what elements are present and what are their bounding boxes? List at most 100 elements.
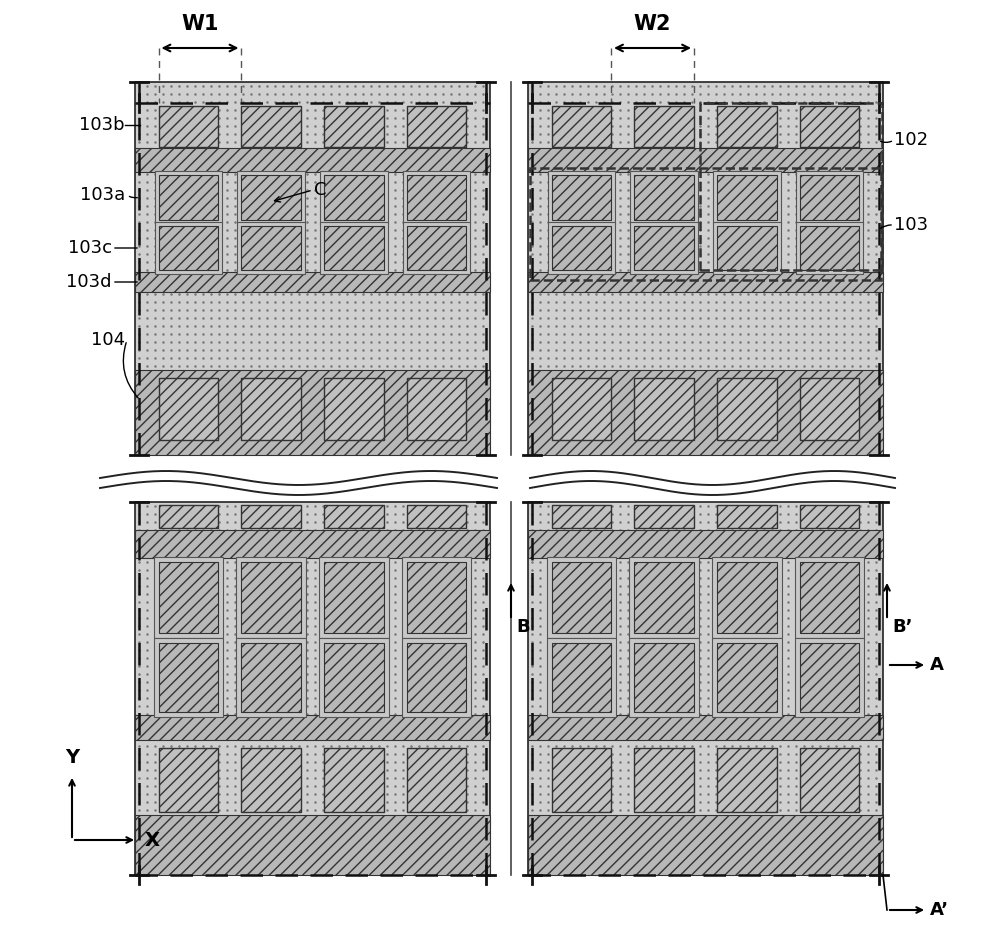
Bar bbox=[800, 226, 859, 270]
Bar bbox=[159, 505, 218, 528]
Text: Y: Y bbox=[65, 748, 79, 767]
Bar bbox=[319, 638, 389, 717]
Bar bbox=[717, 643, 777, 712]
Bar bbox=[135, 272, 490, 292]
Bar bbox=[547, 638, 616, 717]
Text: 103b: 103b bbox=[79, 116, 125, 134]
Bar bbox=[713, 171, 781, 224]
Bar bbox=[552, 226, 611, 270]
Text: B’: B’ bbox=[892, 618, 912, 636]
Bar bbox=[407, 505, 466, 528]
Bar bbox=[324, 378, 384, 440]
Bar bbox=[528, 272, 883, 292]
Text: 103d: 103d bbox=[66, 273, 112, 291]
Bar bbox=[324, 175, 384, 220]
Text: W1: W1 bbox=[181, 14, 219, 34]
Bar bbox=[407, 562, 466, 633]
Bar bbox=[155, 171, 222, 224]
Bar bbox=[629, 638, 699, 717]
Bar bbox=[528, 815, 883, 875]
Bar bbox=[800, 643, 859, 712]
Bar bbox=[159, 106, 218, 147]
Bar bbox=[800, 175, 859, 220]
Bar bbox=[241, 748, 301, 812]
Bar bbox=[530, 168, 881, 280]
Bar bbox=[528, 715, 883, 740]
Bar bbox=[717, 226, 777, 270]
Bar bbox=[135, 148, 490, 172]
Text: 104: 104 bbox=[91, 331, 125, 349]
Bar bbox=[236, 557, 306, 638]
Bar bbox=[528, 370, 883, 455]
Bar bbox=[552, 175, 611, 220]
Text: 103: 103 bbox=[894, 216, 928, 234]
Bar bbox=[407, 175, 466, 220]
Bar bbox=[717, 106, 777, 147]
Bar bbox=[634, 226, 694, 270]
Bar bbox=[241, 562, 301, 633]
Bar bbox=[634, 562, 694, 633]
Bar bbox=[800, 748, 859, 812]
Bar bbox=[634, 505, 694, 528]
Text: 103c: 103c bbox=[68, 239, 112, 257]
Bar bbox=[324, 505, 384, 528]
Bar bbox=[634, 643, 694, 712]
Bar bbox=[552, 505, 611, 528]
Bar bbox=[241, 378, 301, 440]
Bar bbox=[135, 815, 490, 875]
Bar bbox=[237, 171, 305, 224]
Bar bbox=[135, 502, 490, 875]
Bar bbox=[795, 557, 864, 638]
Bar bbox=[241, 226, 301, 270]
Bar bbox=[717, 562, 777, 633]
Bar bbox=[324, 748, 384, 812]
Bar bbox=[796, 171, 863, 224]
Bar bbox=[548, 222, 615, 274]
Bar bbox=[135, 82, 490, 455]
Bar bbox=[630, 222, 698, 274]
Bar bbox=[528, 148, 883, 172]
Bar bbox=[634, 106, 694, 147]
Bar bbox=[717, 378, 777, 440]
Text: 103a: 103a bbox=[80, 186, 125, 204]
Bar bbox=[712, 638, 782, 717]
Bar bbox=[324, 226, 384, 270]
Bar bbox=[159, 378, 218, 440]
Bar bbox=[634, 378, 694, 440]
Bar bbox=[552, 643, 611, 712]
Bar bbox=[320, 222, 388, 274]
Bar bbox=[552, 562, 611, 633]
Bar bbox=[154, 557, 223, 638]
Bar bbox=[629, 557, 699, 638]
Bar bbox=[528, 530, 883, 558]
Bar bbox=[135, 530, 490, 558]
Bar bbox=[800, 505, 859, 528]
Bar bbox=[155, 222, 222, 274]
Bar bbox=[319, 557, 389, 638]
Bar bbox=[552, 378, 611, 440]
Bar bbox=[324, 106, 384, 147]
Bar bbox=[800, 106, 859, 147]
Bar bbox=[547, 557, 616, 638]
Text: C: C bbox=[314, 181, 326, 199]
Bar bbox=[634, 748, 694, 812]
Text: B: B bbox=[516, 618, 530, 636]
Bar bbox=[634, 175, 694, 220]
Bar bbox=[407, 378, 466, 440]
Text: A’: A’ bbox=[930, 901, 949, 919]
Bar bbox=[552, 748, 611, 812]
Bar bbox=[795, 638, 864, 717]
Bar bbox=[236, 638, 306, 717]
Bar bbox=[800, 378, 859, 440]
Bar bbox=[717, 748, 777, 812]
Text: 102: 102 bbox=[894, 131, 928, 149]
Bar bbox=[159, 175, 218, 220]
Bar bbox=[154, 638, 223, 717]
Bar bbox=[717, 175, 777, 220]
Bar bbox=[324, 562, 384, 633]
Bar bbox=[241, 175, 301, 220]
Bar bbox=[241, 106, 301, 147]
Bar bbox=[241, 643, 301, 712]
Text: X: X bbox=[145, 830, 160, 849]
Bar bbox=[135, 370, 490, 455]
